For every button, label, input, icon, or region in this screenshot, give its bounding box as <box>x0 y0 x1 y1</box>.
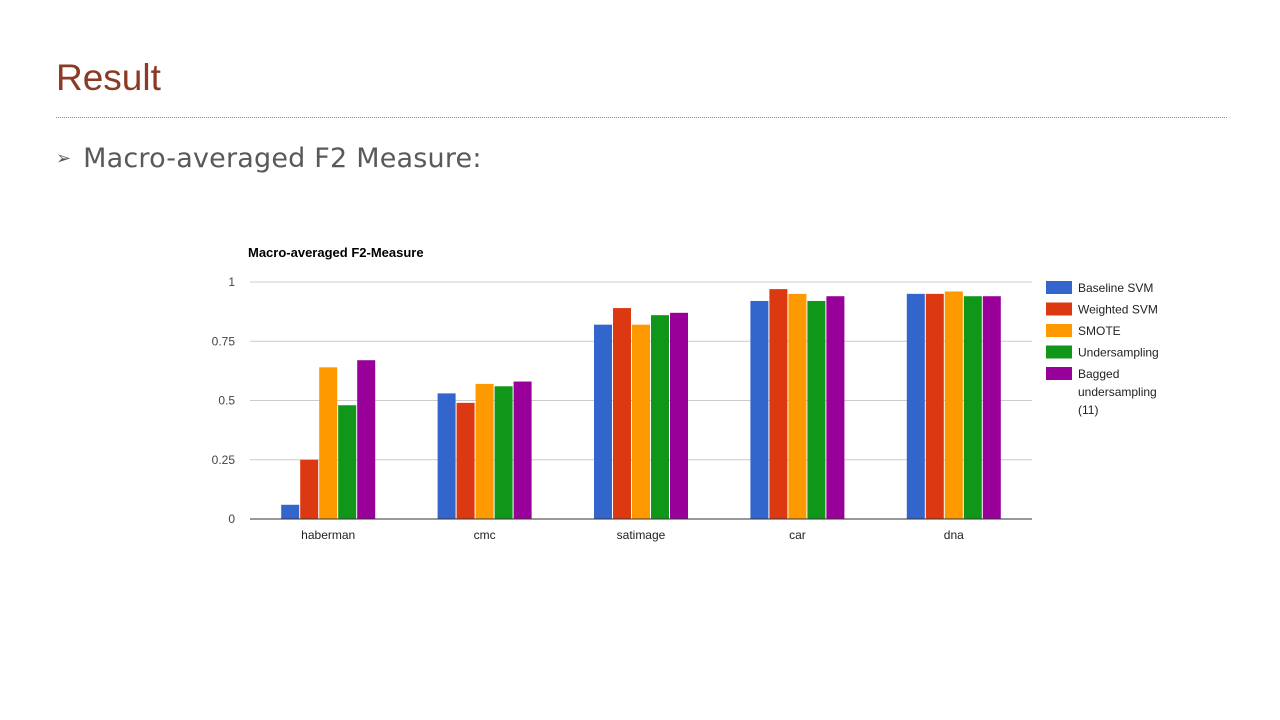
x-tick-label: car <box>789 528 806 542</box>
bar <box>788 293 807 519</box>
x-axis-ticks: haberman cmc satimage car dna <box>301 528 964 542</box>
legend-item: Undersampling <box>1046 345 1159 360</box>
bar <box>319 367 338 519</box>
y-tick-label: 0 <box>228 512 235 526</box>
bullet-text: Macro-averaged F2 Measure: <box>83 142 482 174</box>
bar <box>456 402 475 519</box>
bar <box>281 504 300 519</box>
bar <box>807 300 826 519</box>
legend-swatch <box>1046 345 1072 359</box>
x-tick-label: satimage <box>617 528 666 542</box>
legend-swatch <box>1046 281 1072 294</box>
legend-label: SMOTE <box>1078 324 1121 338</box>
chart-legend: Baseline SVM Weighted SVM SMOTE Undersampli… <box>1046 281 1159 417</box>
legend-item: SMOTE <box>1046 324 1121 338</box>
legend-swatch <box>1046 324 1072 337</box>
bars <box>281 289 1001 519</box>
bar <box>494 386 513 519</box>
x-tick-label: dna <box>944 528 964 542</box>
y-tick-label: 0.75 <box>212 334 236 348</box>
legend-label: Undersampling <box>1078 346 1159 360</box>
bar <box>906 293 925 519</box>
legend-label: Baseline SVM <box>1078 281 1153 295</box>
bullet-item: ➢ Macro-averaged F2 Measure: <box>56 140 482 176</box>
x-tick-label: cmc <box>474 528 496 542</box>
legend-item: Bagged undersampling (11) <box>1046 367 1157 417</box>
legend-label: undersampling <box>1078 385 1157 399</box>
bar <box>437 393 456 519</box>
y-axis-ticks: 0 0.25 0.5 0.75 1 <box>212 275 236 526</box>
bar <box>670 312 688 519</box>
legend-swatch <box>1046 302 1072 316</box>
bar <box>613 308 631 519</box>
bar <box>944 291 963 519</box>
legend-label: (11) <box>1078 403 1098 417</box>
bar <box>826 296 845 519</box>
bar <box>925 293 944 519</box>
y-tick-label: 0.25 <box>212 453 236 467</box>
bar <box>982 296 1001 519</box>
legend-label: Bagged <box>1078 367 1119 381</box>
bar <box>357 360 376 519</box>
bar <box>750 300 769 519</box>
bar <box>651 315 669 519</box>
bar <box>632 324 650 519</box>
bar <box>769 289 788 519</box>
y-tick-label: 1 <box>228 275 235 289</box>
legend-item: Weighted SVM <box>1046 302 1158 317</box>
slide-title: Result <box>56 57 161 98</box>
chart-title: Macro-averaged F2-Measure <box>248 245 424 260</box>
x-tick-label: haberman <box>301 528 355 542</box>
arrowhead-bullet-icon: ➢ <box>56 147 72 169</box>
bar <box>513 381 532 519</box>
bar <box>475 383 494 519</box>
legend-label: Weighted SVM <box>1078 303 1158 317</box>
legend-swatch <box>1046 367 1072 380</box>
legend-item: Baseline SVM <box>1046 281 1153 295</box>
bar <box>338 405 357 519</box>
y-tick-label: 0.5 <box>218 394 235 408</box>
bar <box>963 296 982 519</box>
title-divider <box>56 117 1227 118</box>
bar <box>300 459 319 519</box>
bar <box>594 324 612 519</box>
